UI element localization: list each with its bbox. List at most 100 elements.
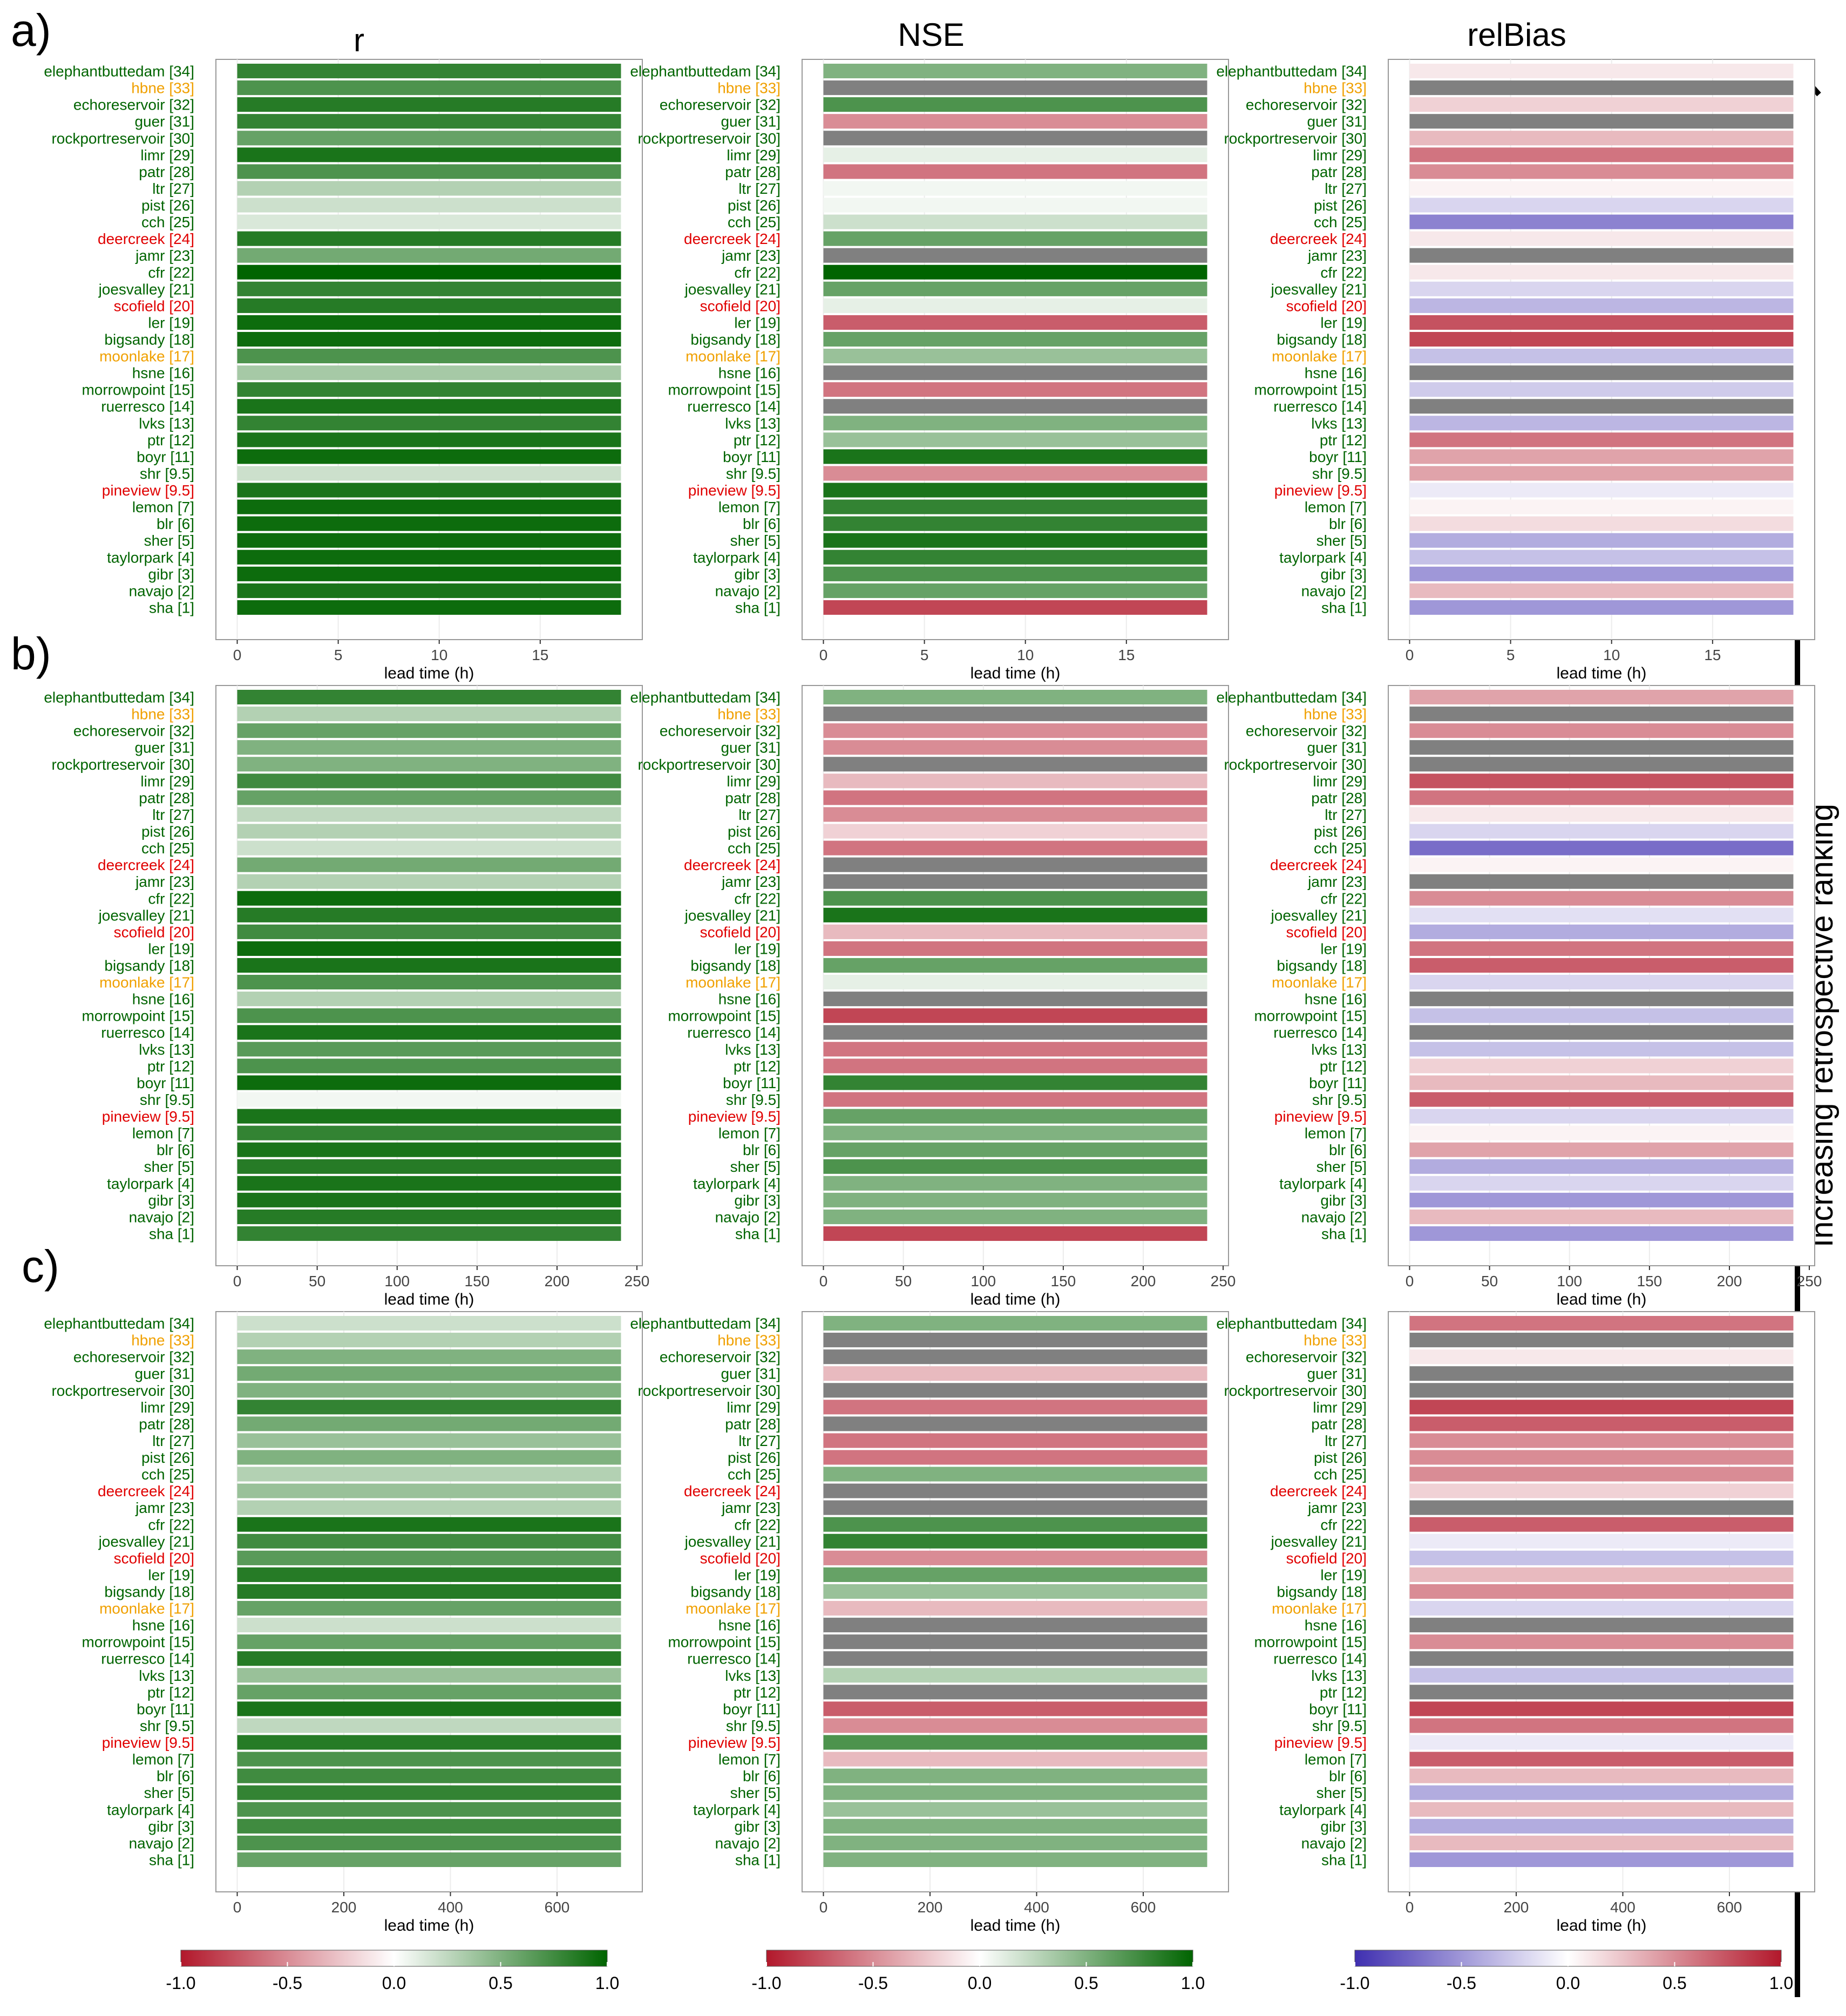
heatmap-cell: [1409, 1685, 1794, 1700]
station-label: bigsandy [18]: [690, 331, 781, 348]
station-label: cfr [22]: [148, 1516, 194, 1533]
station-label: hsne [16]: [1305, 1617, 1367, 1634]
station-label: ltr [27]: [738, 1433, 781, 1449]
heatmap-cell: [1409, 416, 1794, 431]
heatmap-cell: [1409, 1818, 1794, 1834]
station-label: pineview [9.5]: [1274, 1734, 1367, 1751]
station-label: cfr [22]: [148, 264, 194, 281]
station-label: shr [9.5]: [726, 1718, 781, 1734]
x-axis-label: lead time (h): [1557, 1291, 1647, 1308]
heatmap-cell: [237, 64, 621, 79]
heatmap-cell: [237, 1601, 621, 1616]
station-label: ruerresco [14]: [101, 1651, 194, 1667]
heatmap-cell: [237, 1634, 621, 1650]
heatmap-cell: [823, 416, 1207, 431]
station-label: moonlake [17]: [99, 348, 194, 365]
heatmap-cell: [823, 857, 1207, 872]
heatmap-cell: [1409, 707, 1794, 722]
station-label: patr [28]: [1311, 790, 1367, 806]
heatmap-cell: [237, 1467, 621, 1482]
heatmap-cell: [1409, 874, 1794, 889]
station-label: elephantbuttedam [34]: [630, 63, 781, 80]
station-label: hbne [33]: [131, 80, 194, 97]
heatmap-panels: 0 5 10 15 lead time (h) elephantbuttedam [34]…: [44, 59, 1822, 1934]
heatmap-cell: [1409, 466, 1794, 481]
station-label: rockportreservoir [30]: [1224, 756, 1367, 773]
heatmap-cell: [1409, 1192, 1794, 1207]
colorbar-tick-label: -1.0: [1340, 1973, 1369, 1993]
heatmap-cell: [237, 1517, 621, 1532]
heatmap-cell: [823, 1852, 1207, 1867]
heatmap-cell: [823, 499, 1207, 514]
station-label: ltr [27]: [1325, 1433, 1367, 1449]
heatmap-cell: [237, 1008, 621, 1023]
station-label: cfr [22]: [1320, 890, 1367, 907]
station-label: pineview [9.5]: [102, 1734, 194, 1751]
heatmap-cell: [1409, 566, 1794, 581]
station-label: pineview [9.5]: [102, 1108, 194, 1125]
station-label: navajo [2]: [129, 582, 194, 599]
station-label: deercreek [24]: [98, 1483, 194, 1499]
station-label: sha [1]: [149, 1851, 194, 1868]
station-label: cfr [22]: [1320, 264, 1367, 281]
heatmap-cell: [237, 1550, 621, 1565]
station-label: deercreek [24]: [98, 857, 194, 873]
station-label: hsne [16]: [132, 1617, 194, 1634]
heatmap-cell: [823, 131, 1207, 146]
heatmap-cell: [1409, 1467, 1794, 1482]
station-label: cch [25]: [1314, 840, 1367, 857]
heatmap-cell: [237, 214, 621, 229]
station-label: lvks [13]: [139, 415, 194, 432]
heatmap-cell: [237, 723, 621, 738]
heatmap-cell: [823, 1433, 1207, 1448]
heatmap-cell: [1409, 924, 1794, 939]
station-label: boyr [11]: [723, 449, 781, 465]
heatmap-cell: [1409, 1092, 1794, 1107]
station-label: ptr [12]: [734, 432, 781, 449]
heatmap-cell: [823, 840, 1207, 856]
heatmap-cell: [823, 1651, 1207, 1666]
station-label: patr [28]: [139, 1416, 194, 1433]
station-label: ler [19]: [734, 940, 781, 957]
heatmap-cell: [1409, 1349, 1794, 1365]
heatmap-cell: [1409, 549, 1794, 565]
station-label: cch [25]: [728, 840, 781, 857]
heatmap-cell: [823, 248, 1207, 263]
station-label: joesvalley [21]: [684, 1533, 781, 1550]
heatmap-cell: [237, 1450, 621, 1465]
heatmap-cell: [823, 1333, 1207, 1348]
heatmap-cell: [823, 1735, 1207, 1750]
heatmap-cell: [237, 807, 621, 822]
heatmap-cell: [237, 975, 621, 990]
station-label: hbne [33]: [1304, 1332, 1367, 1349]
x-tick-label: 0: [819, 647, 828, 663]
heatmap-cell: [823, 1533, 1207, 1549]
x-tick-label: 0: [819, 1273, 828, 1289]
heatmap-cell: [1409, 1752, 1794, 1767]
heatmap-cell: [1409, 298, 1794, 313]
station-label: ptr [12]: [1320, 1058, 1367, 1075]
x-axis-label: lead time (h): [970, 664, 1061, 682]
heatmap-cell: [1409, 1618, 1794, 1633]
station-label: gibr [3]: [1320, 1818, 1367, 1835]
station-label: morrowpoint [15]: [82, 1008, 194, 1024]
heatmap-cell: [1409, 1634, 1794, 1650]
station-label: pineview [9.5]: [688, 482, 781, 499]
station-label: hbne [33]: [1304, 80, 1367, 97]
heatmap-cell: [237, 499, 621, 514]
heatmap-cell: [823, 1752, 1207, 1767]
station-label: taylorpark [4]: [1279, 1175, 1367, 1192]
heatmap-cell: [823, 1818, 1207, 1834]
station-label: deercreek [24]: [684, 857, 781, 873]
station-label: deercreek [24]: [684, 1483, 781, 1499]
station-label: rockportreservoir [30]: [51, 1382, 194, 1399]
heatmap-cell: [237, 1058, 621, 1074]
heatmap-cell: [823, 1785, 1207, 1800]
station-label: morrowpoint [15]: [668, 1008, 781, 1024]
heatmap-cell: [823, 566, 1207, 581]
heatmap-cell: [823, 1400, 1207, 1415]
station-label: cch [25]: [728, 1466, 781, 1483]
heatmap-cell: [1409, 1058, 1794, 1074]
station-label: blr [6]: [1329, 1768, 1367, 1784]
station-label: rockportreservoir [30]: [1224, 130, 1367, 147]
